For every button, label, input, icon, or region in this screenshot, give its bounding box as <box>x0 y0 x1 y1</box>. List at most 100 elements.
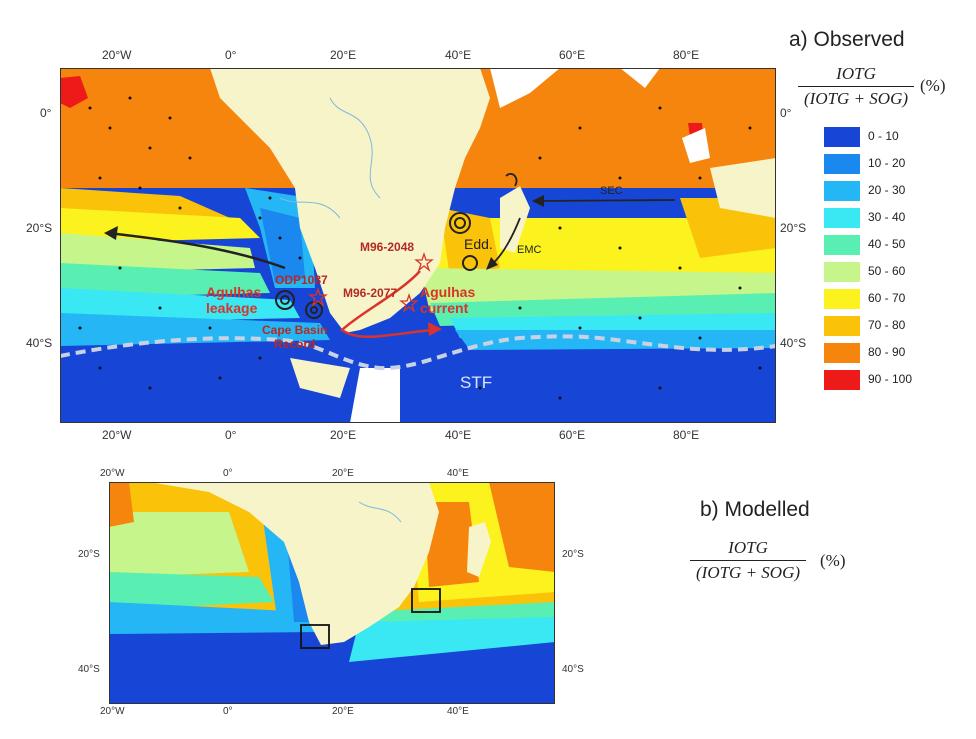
observed-map: SEC EMC Edd. STF M96-2048 M96-2077 ODP10… <box>60 68 776 423</box>
legend-label: 0 - 10 <box>868 129 899 143</box>
legend-item: 20 - 30 <box>824 181 964 201</box>
y-tick: 20°S <box>78 549 100 560</box>
model-map-frame <box>109 482 555 704</box>
label-m96-2077: M96-2077 <box>343 286 398 300</box>
model-africa-land <box>149 482 439 645</box>
label-agulhas-current: Agulhas current <box>420 284 476 316</box>
x-tick: 20°W <box>102 48 132 62</box>
legend-label: 40 - 50 <box>868 237 906 251</box>
observed-formula-unit: (%) <box>920 76 946 95</box>
observed-formula: IOTG (IOTG + SOG) <box>798 64 915 109</box>
legend-label: 70 - 80 <box>868 318 906 332</box>
observed-map-svg <box>60 68 776 423</box>
legend-label: 20 - 30 <box>868 183 906 197</box>
modelled-formula-unit: (%) <box>820 551 846 570</box>
sample-points <box>78 96 762 400</box>
legend-swatch <box>824 262 860 282</box>
legend-label: 90 - 100 <box>868 372 913 386</box>
legend-item: 30 - 40 <box>824 208 964 228</box>
y-tick: 40°S <box>562 664 584 675</box>
model-madagascar-land <box>467 522 491 577</box>
model-river <box>358 501 402 523</box>
x-tick: 40°E <box>447 706 469 717</box>
stf-line <box>60 334 776 371</box>
x-tick: 20°E <box>332 706 354 717</box>
madagascar-land <box>500 186 530 253</box>
x-tick: 20°W <box>100 706 125 717</box>
label-edd: Edd. <box>464 236 493 252</box>
x-tick: 40°E <box>445 428 472 442</box>
legend-swatch <box>824 343 860 363</box>
modelled-title: b) Modelled <box>700 498 810 521</box>
sec-arrow <box>537 199 676 202</box>
observed-title: a) Observed <box>789 28 905 51</box>
y-tick: 0° <box>40 106 52 120</box>
legend-item: 40 - 50 <box>824 235 964 255</box>
study-box-agulhas <box>411 588 441 613</box>
label-agulhas-leakage: Agulhas leakage <box>206 284 262 316</box>
legend-item: 10 - 20 <box>824 154 964 174</box>
legend-swatch <box>824 127 860 147</box>
x-tick: 0° <box>225 428 237 442</box>
legend-swatch <box>824 289 860 309</box>
arabia-blank <box>490 68 560 108</box>
legend-swatch <box>824 181 860 201</box>
legend-label: 10 - 20 <box>868 156 906 170</box>
study-box-cape-basin <box>300 624 330 649</box>
x-tick: 0° <box>223 468 233 479</box>
legend-item: 0 - 10 <box>824 127 964 147</box>
y-tick: 40°S <box>78 664 100 675</box>
label-emc: EMC <box>517 244 542 256</box>
label-cape-basin-record: Cape Basin Record <box>262 323 328 351</box>
leakage-arrow <box>107 231 286 270</box>
model-orange <box>109 482 134 527</box>
x-tick: 20°E <box>330 48 357 62</box>
x-tick: 0° <box>225 48 237 62</box>
modelled-map-svg <box>109 482 555 704</box>
x-tick: 20°E <box>330 428 357 442</box>
map-frame <box>60 68 776 423</box>
x-tick: 20°W <box>100 468 125 479</box>
legend-item: 80 - 90 <box>824 343 964 363</box>
modelled-map <box>109 482 555 704</box>
australia-land <box>710 158 776 218</box>
hotspot-red <box>60 76 88 108</box>
agulhas-current-arrow <box>340 270 433 339</box>
legend-item: 60 - 70 <box>824 289 964 309</box>
y-tick: 0° <box>780 106 792 120</box>
label-stf: STF <box>460 373 493 392</box>
star-icon <box>399 292 419 313</box>
x-tick: 40°E <box>445 48 472 62</box>
legend-label: 50 - 60 <box>868 264 906 278</box>
y-tick: 20°S <box>562 549 584 560</box>
river <box>329 97 381 199</box>
star-icon <box>308 286 328 307</box>
legend-swatch <box>824 316 860 336</box>
label-odp1087: ODP1087 <box>275 273 328 287</box>
x-tick: 60°E <box>559 48 586 62</box>
y-tick: 40°S <box>780 336 807 350</box>
y-tick: 40°S <box>26 336 53 350</box>
legend-swatch <box>824 208 860 228</box>
x-tick: 60°E <box>559 428 586 442</box>
legend-swatch <box>824 235 860 255</box>
x-tick: 20°W <box>102 428 132 442</box>
legend-item: 50 - 60 <box>824 262 964 282</box>
star-icon <box>414 251 434 272</box>
eddy-icon <box>275 290 295 310</box>
legend-swatch <box>824 154 860 174</box>
label-m96-2048: M96-2048 <box>360 240 415 254</box>
y-tick: 20°S <box>26 221 53 235</box>
legend-item: 90 - 100 <box>824 370 964 390</box>
legend-label: 30 - 40 <box>868 210 906 224</box>
legend-item: 70 - 80 <box>824 316 964 336</box>
eddy-icon <box>462 255 478 271</box>
x-tick: 80°E <box>673 428 700 442</box>
legend-swatch <box>824 370 860 390</box>
legend-label: 60 - 70 <box>868 291 906 305</box>
x-tick: 0° <box>223 706 233 717</box>
legend-label: 80 - 90 <box>868 345 906 359</box>
modelled-formula: IOTG (IOTG + SOG) <box>690 538 807 583</box>
eddy-icon <box>449 212 471 234</box>
x-tick: 80°E <box>673 48 700 62</box>
